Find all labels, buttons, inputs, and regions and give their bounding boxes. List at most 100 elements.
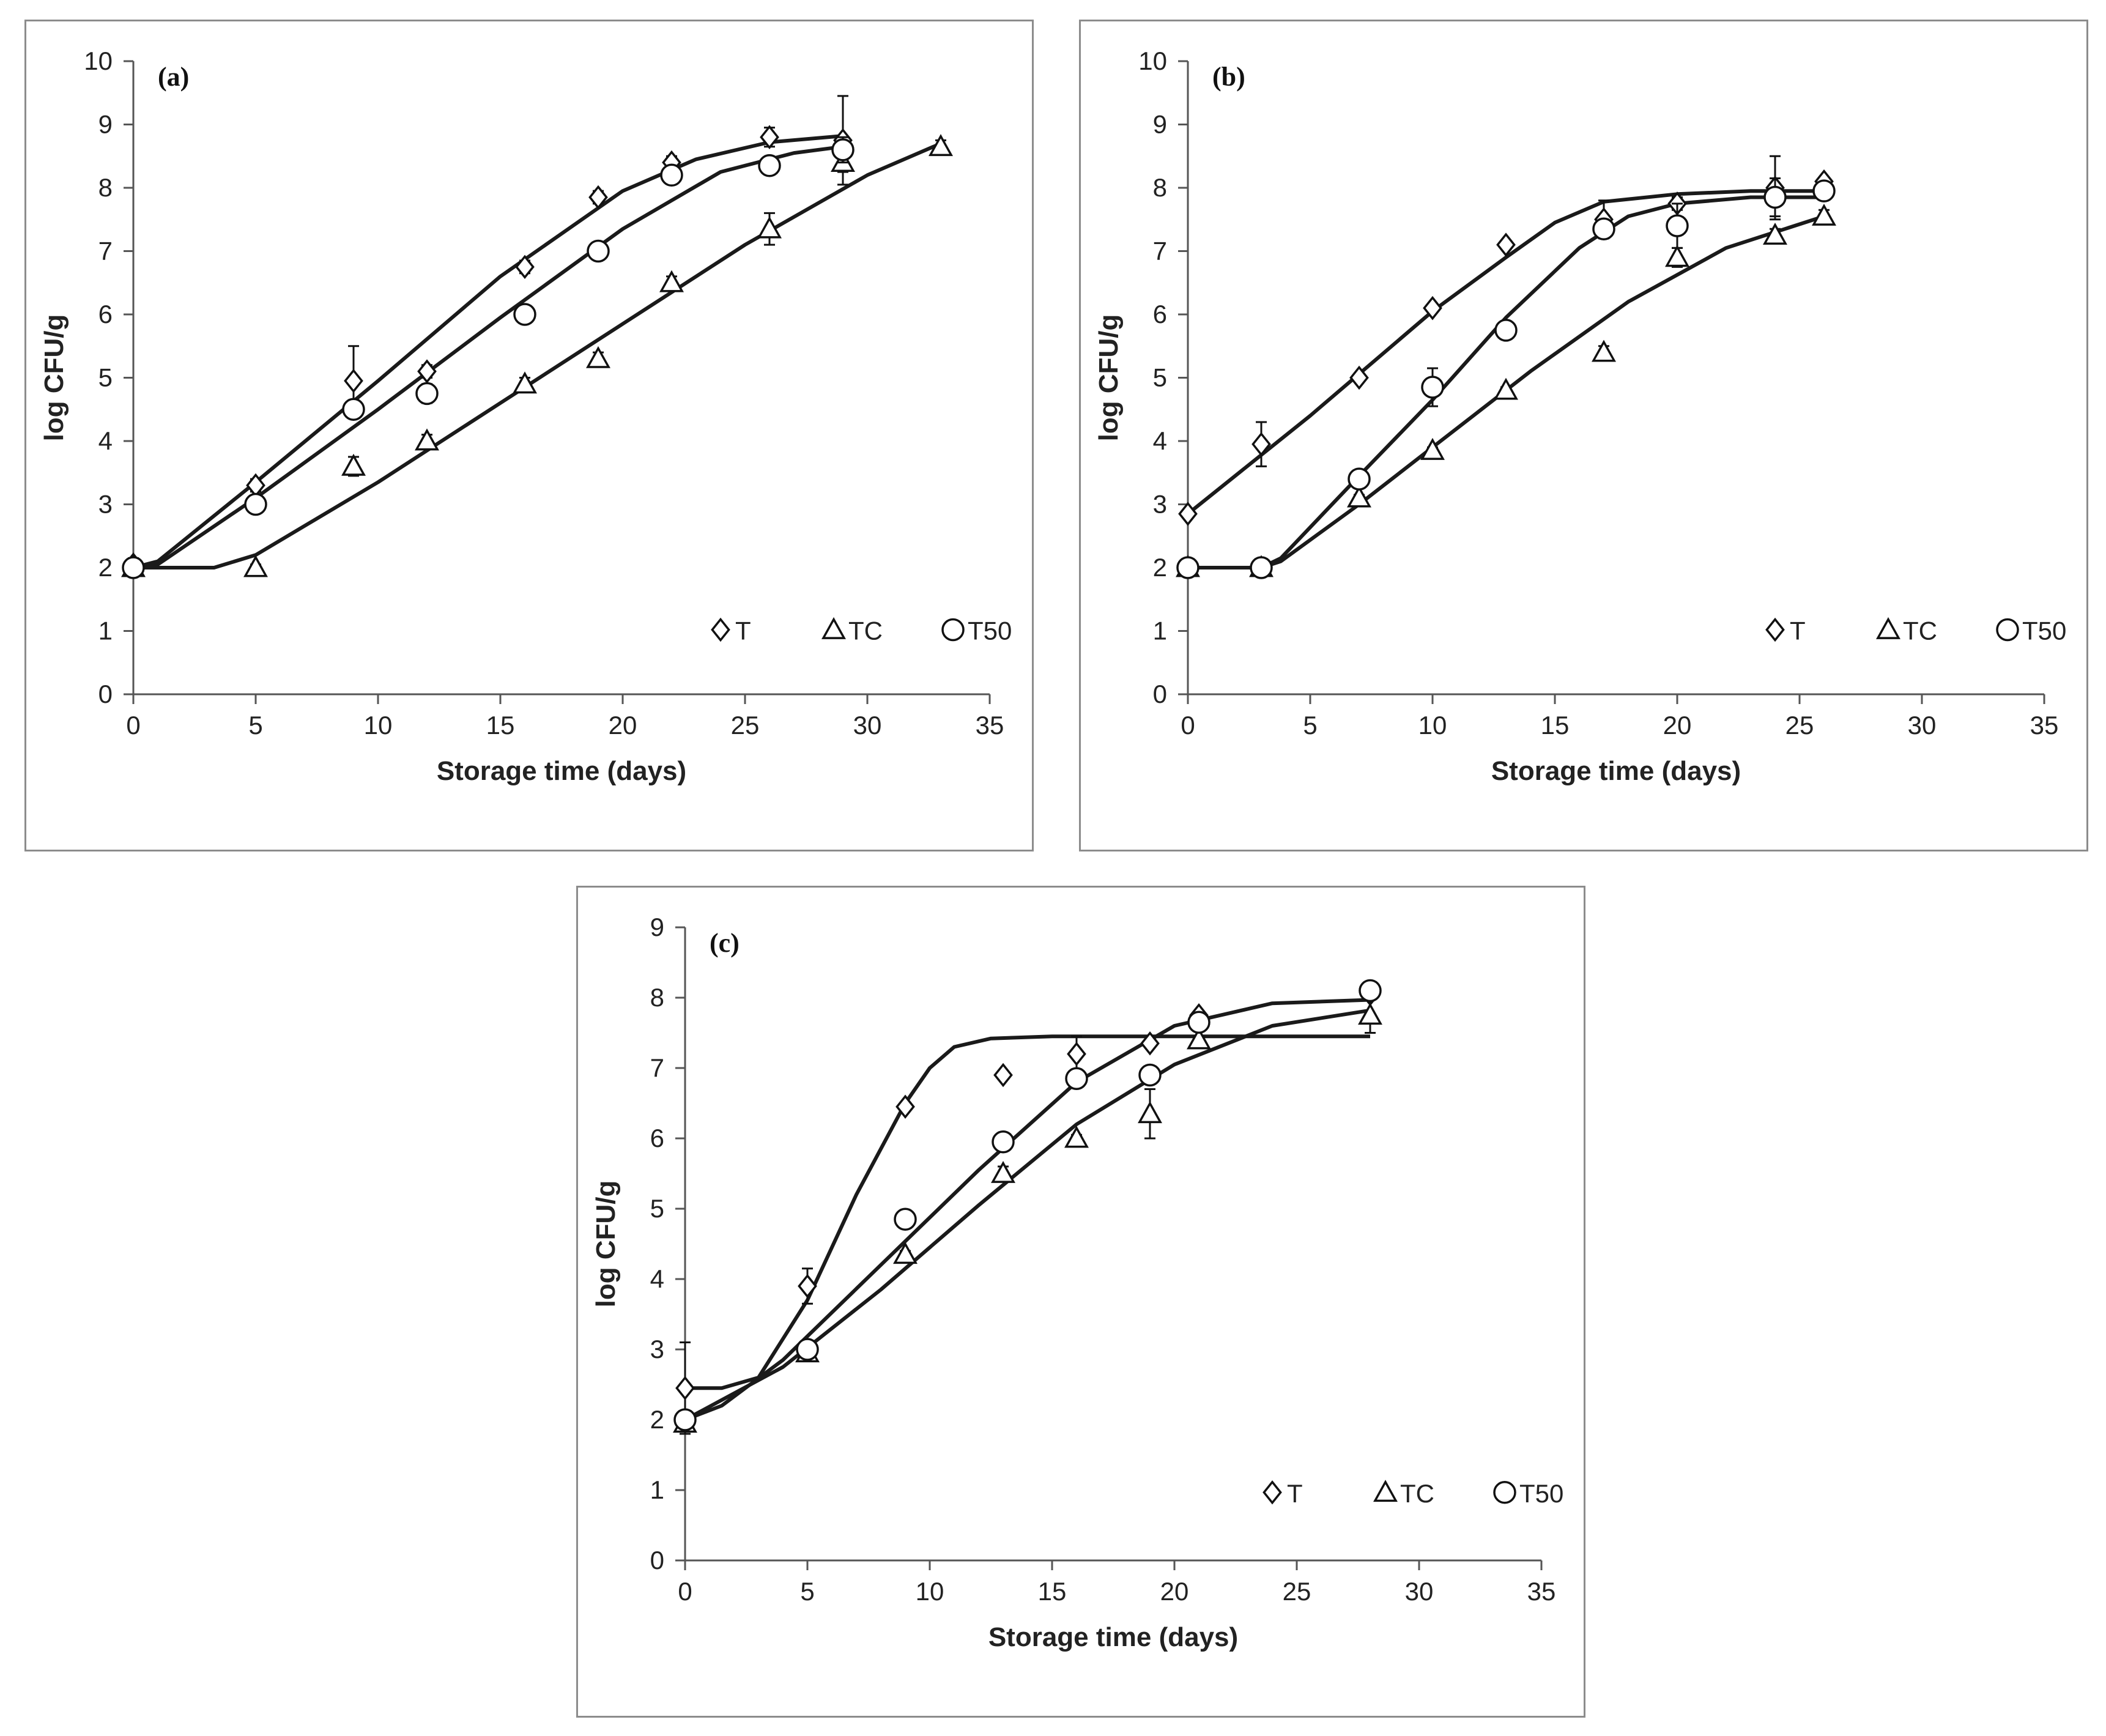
chart-panel-c: 0 1 2 3 4 5 6 7 8 9 0 5 10 15 20 25 30 35 Storage time (da…: [576, 886, 1585, 1718]
chart-b-ytick-label: 8: [1153, 173, 1167, 202]
chart-c-point-t: [895, 1094, 915, 1119]
chart-a-curve-t50: [133, 144, 844, 569]
chart-b-point-tc: [1812, 203, 1836, 226]
chart-c-ytick-label: 6: [650, 1124, 664, 1152]
chart-panel-a: 0 1 2 3 4 5 6 7 8 9 10 0 5 10 15 20 25 30 35 Storage time (…: [24, 20, 1034, 851]
chart-a-legend-entry-tc: TC: [821, 617, 883, 645]
chart-a-panel-label: (a): [158, 62, 189, 92]
chart-c-xtick-label: 30: [1405, 1577, 1434, 1606]
chart-a-legend-label-tc: TC: [848, 617, 883, 645]
chart-a-ytick-label: 4: [98, 426, 113, 455]
chart-a-ylabel: log CFU/g: [39, 314, 69, 442]
chart-c-point-t50: [1187, 1011, 1211, 1034]
chart-a-point-t: [760, 125, 779, 150]
chart-b-point-t50: [1763, 185, 1787, 209]
chart-c-point-t50: [1359, 979, 1382, 1003]
chart-a-xtick-label: 35: [976, 711, 1004, 740]
chart-a-legend-marker-tc: [821, 617, 846, 639]
chart-a-ytick-label: 10: [84, 46, 113, 75]
chart-c-point-tc: [1187, 1027, 1211, 1050]
chart-a-xtick-label: 10: [364, 711, 393, 740]
chart-b-xtick-label: 0: [1181, 711, 1195, 740]
chart-c-svg: 0 1 2 3 4 5 6 7 8 9 0 5 10 15 20 25 30 35 Storage time (da…: [591, 913, 1563, 1652]
chart-c-legend-entry-t50: T50: [1493, 1479, 1563, 1508]
chart-c-point-t: [1140, 1031, 1160, 1056]
chart-b-legend-entry-t: T: [1765, 617, 1806, 645]
chart-c-point-tc: [1138, 1101, 1162, 1124]
chart-b-legend-label-tc: TC: [1903, 617, 1937, 645]
chart-c-ytick-label: 9: [650, 913, 664, 941]
chart-b-point-tc: [1763, 223, 1787, 245]
chart-a-point-t50: [660, 163, 683, 187]
chart-b-ytick-label: 5: [1153, 363, 1167, 392]
chart-c-point-tc: [991, 1160, 1015, 1183]
chart-a-ytick-label: 5: [98, 363, 113, 392]
chart-b-ylabel: log CFU/g: [1094, 314, 1124, 442]
chart-b-legend-marker-t: [1765, 617, 1785, 642]
chart-c-legend-label-t50: T50: [1519, 1479, 1563, 1508]
chart-a-point-tc: [415, 428, 439, 451]
chart-b-point-tc: [1494, 377, 1518, 400]
chart-panel-b: 0 1 2 3 4 5 6 7 8 9 10 0 5 10 15 20 25 30 35 Storage time (…: [1079, 20, 2088, 851]
chart-b-xtick-label: 20: [1663, 711, 1692, 740]
chart-a-point-t50: [758, 154, 781, 177]
chart-b-legend-label-t: T: [1790, 617, 1806, 645]
chart-c-ytick-label: 5: [650, 1194, 664, 1223]
chart-b-xlabel: Storage time (days): [1491, 756, 1741, 786]
chart-b-point-t50: [1250, 556, 1273, 579]
chart-b-point-tc: [1420, 437, 1445, 460]
chart-a-point-tc: [586, 346, 610, 368]
chart-a-ytick-label: 1: [98, 617, 113, 645]
chart-c-point-tc: [893, 1242, 918, 1264]
chart-c-xtick-label: 20: [1160, 1577, 1189, 1606]
chart-a-xtick-label: 0: [126, 711, 140, 740]
chart-a-xtick-label: 25: [731, 711, 760, 740]
chart-b-point-t50: [1348, 467, 1371, 491]
chart-c-ytick-label: 7: [650, 1053, 664, 1082]
chart-c-ytick-label: 2: [650, 1405, 664, 1434]
chart-a-point-t50: [244, 492, 267, 516]
chart-b-legend-entry-t50: T50: [1996, 617, 2066, 645]
chart-a-ytick-label: 8: [98, 173, 113, 202]
chart-c-point-t50: [1138, 1063, 1162, 1087]
chart-c-point-t: [993, 1063, 1013, 1088]
chart-c-legend-label-tc: TC: [1400, 1479, 1434, 1508]
chart-b-point-t50: [1666, 214, 1689, 237]
chart-c-legend-label-t: T: [1287, 1479, 1303, 1508]
chart-b-xtick-label: 25: [1785, 711, 1814, 740]
chart-a-point-t: [344, 368, 363, 393]
chart-b-xtick-label: 5: [1303, 711, 1317, 740]
chart-b-ytick-label: 7: [1153, 237, 1167, 265]
chart-a-xtick-label: 5: [248, 711, 262, 740]
chart-b-point-tc: [1665, 245, 1689, 267]
chart-b-curve-t: [1187, 189, 1824, 516]
chart-a-legend-label-t50: T50: [968, 617, 1012, 645]
chart-a-point-t: [515, 254, 535, 280]
chart-c-curve-t50: [684, 998, 1371, 1422]
chart-a-ytick-label: 3: [98, 490, 113, 519]
chart-b-point-t50: [1421, 376, 1444, 399]
chart-a-ytick-label: 6: [98, 300, 113, 328]
chart-a-ytick-label: 7: [98, 237, 113, 265]
chart-b-point-t: [1349, 365, 1369, 390]
chart-b-ytick-label: 1: [1153, 617, 1167, 645]
chart-c-xtick-label: 0: [678, 1577, 692, 1606]
chart-a-point-t50: [831, 138, 855, 161]
chart-a-point-t50: [513, 303, 536, 326]
chart-a-xtick-label: 30: [853, 711, 882, 740]
chart-b-xtick-label: 15: [1541, 711, 1570, 740]
chart-a-curve-t: [133, 134, 844, 569]
chart-b-point-tc: [1347, 485, 1371, 508]
chart-c-legend-entry-t: T: [1262, 1479, 1303, 1508]
chart-a-legend-entry-t50: T50: [941, 617, 1012, 645]
chart-c-legend-entry-tc: TC: [1373, 1479, 1434, 1508]
chart-b-point-t50: [1812, 179, 1836, 202]
chart-b-point-t: [1251, 432, 1271, 456]
chart-a-point-tc: [513, 371, 537, 394]
chart-c-point-t: [675, 1376, 695, 1401]
chart-b-curve-t50: [1188, 195, 1824, 569]
chart-b-ytick-label: 3: [1153, 490, 1167, 519]
chart-b-panel-label: (b): [1212, 62, 1245, 92]
chart-b-point-t50: [1494, 319, 1518, 342]
chart-a-legend-marker-t: [711, 617, 730, 642]
